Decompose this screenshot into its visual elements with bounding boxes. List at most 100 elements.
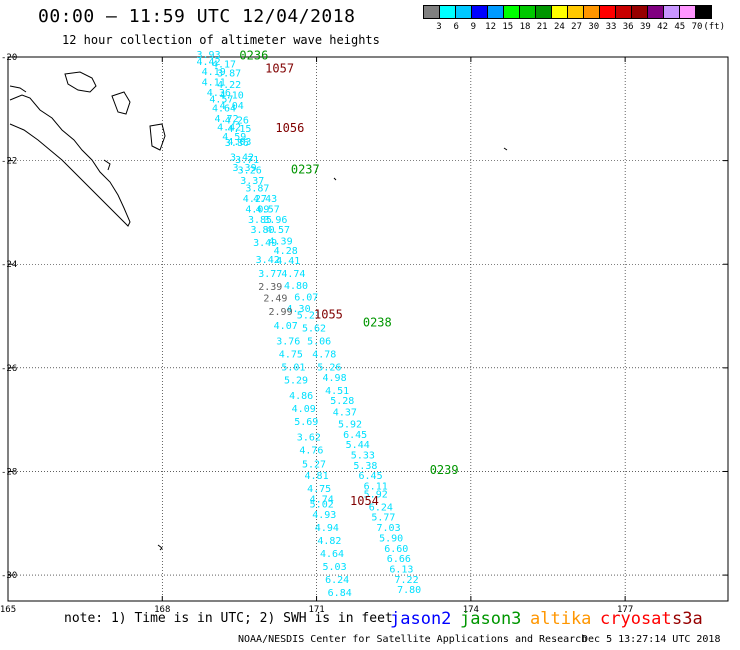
wave-height-value: 5.77 (371, 513, 395, 524)
map-subtitle: 12 hour collection of altimeter wave hei… (62, 33, 380, 47)
wave-height-value: 3.85 (248, 215, 272, 226)
satellite-legend-altika: altika (530, 609, 592, 629)
wave-height-value: 3.42 (230, 153, 254, 164)
map-title: 00:00 – 11:59 UTC 12/04/2018 (38, 6, 356, 27)
wave-height-value: 6.13 (389, 565, 413, 576)
wave-height-value: 7.80 (397, 585, 421, 596)
wave-height-value: 2.99 (269, 307, 293, 318)
satellite-legend-jason3: jason3 (460, 609, 522, 629)
color-legend-labels: 3 6 9 12 15 18 21 24 27 30 33 36 39 42 45 70 (ft) (423, 22, 740, 34)
wave-height-value: 3.87 (217, 69, 241, 80)
wave-height-value: 4.19 (202, 67, 226, 78)
wave-height-value: 4.82 (317, 536, 341, 547)
legend-tick-label: 27 (571, 22, 583, 32)
wave-height-value: 3.49 (253, 238, 277, 249)
pass-time-label: 0237 (291, 163, 320, 177)
wave-height-value: 7.22 (395, 575, 419, 586)
wave-height-value: 3.62 (297, 432, 321, 443)
pass-time-label: 0238 (363, 315, 392, 329)
footnote: note: 1) Time is in UTC; 2) SWH is in fe… (64, 611, 393, 626)
wave-height-value: 6.45 (359, 471, 383, 482)
legend-tick-label: 24 (553, 22, 565, 32)
wave-height-value: 5.38 (353, 461, 377, 472)
wave-height-value: 6.24 (369, 502, 393, 513)
wave-height-value: 4.37 (333, 408, 357, 419)
wave-height-value: 5.44 (346, 440, 370, 451)
map-axes: 165 168 171 174 177 -20 -22 -24 -26 -28 -30 (0, 53, 728, 615)
wave-height-value: 4.64 (212, 103, 236, 114)
legend-tick-label: 45 (674, 22, 686, 32)
wave-height-value: 3.87 (245, 184, 269, 195)
legend-tick-label: 18 (519, 22, 531, 32)
wave-height-value: 3.39 (233, 163, 257, 174)
wave-height-value: 6.45 (343, 430, 367, 441)
lat-tick-label: -28 (1, 467, 17, 477)
wave-height-value: 5.69 (294, 417, 318, 428)
wave-height-value: 4.81 (305, 471, 329, 482)
wave-height-value: 4.72 (215, 114, 239, 125)
generated-time: Dec 5 13:27:14 UTC 2018 (582, 634, 721, 645)
wave-height-value: 6.24 (325, 575, 349, 586)
wave-height-value: 5.33 (351, 451, 375, 462)
wave-height-value: 4.22 (217, 80, 241, 91)
lon-tick-label: 168 (154, 605, 170, 615)
lat-tick-label: -30 (1, 571, 17, 581)
wave-height-value: 5.62 (302, 324, 326, 335)
pass-time-label: 0239 (430, 463, 459, 477)
legend-tick-label: 39 (639, 22, 651, 32)
wave-height-value: 4.51 (325, 386, 349, 397)
wave-height-value: 4.30 (287, 304, 311, 315)
wave-height-value: 5.26 (317, 362, 341, 373)
wave-height-value: 4.59 (222, 132, 246, 143)
wave-height-value: 4.39 (269, 237, 293, 248)
wave-height-value: 4.80 (284, 281, 308, 292)
wave-height-value: 6.11 (364, 482, 388, 493)
pass-time-label: 0236 (239, 49, 268, 63)
wave-height-value: 4.09 (245, 204, 269, 215)
wave-height-value: 2.39 (258, 282, 282, 293)
wave-height-value: 4.10 (220, 90, 244, 101)
wave-height-value: 5.02 (310, 500, 334, 511)
lon-tick-label: 165 (0, 605, 16, 615)
legend-tick-label: 6 (453, 22, 459, 32)
wave-height-value: 4.64 (320, 549, 344, 560)
wave-height-value: 5.03 (323, 562, 347, 573)
satellite-legend-jason2: jason2 (390, 609, 452, 629)
lat-tick-label: -20 (1, 53, 17, 63)
wave-height-value: 4.57 (256, 204, 280, 215)
legend-tick-label: 15 (502, 22, 514, 32)
wave-height-value: 4.94 (315, 523, 339, 534)
pass-time-label: 1055 (314, 308, 343, 322)
wave-height-value: 4.36 (207, 88, 231, 99)
wave-height-value: 4.04 (220, 101, 244, 112)
wave-height-value: 5.28 (330, 396, 354, 407)
wave-height-value: 3.80 (251, 225, 275, 236)
wave-height-value: 4.75 (279, 349, 303, 360)
lon-tick-label: 171 (308, 605, 324, 615)
wave-height-value: 6.60 (384, 544, 408, 555)
wave-height-value: 3.76 (276, 337, 300, 348)
satellite-legend-cryosat: cryosat (600, 609, 672, 629)
wave-height-value: 4.76 (299, 445, 323, 456)
wave-height-value: 4.57 (209, 95, 233, 106)
legend-tick-label: 30 (588, 22, 600, 32)
wave-height-value: 5.01 (281, 362, 305, 373)
wave-height-value: 4.74 (310, 495, 334, 506)
lat-tick-label: -24 (1, 260, 17, 270)
wave-height-value: 5.27 (302, 459, 326, 470)
wave-height-value: 5.92 (338, 419, 362, 430)
wave-height-observations: 3.934.424.174.193.874.114.224.364.104.57… (197, 50, 422, 599)
wave-height-value: 5.21 (297, 311, 321, 322)
legend-tick-label: 9 (470, 22, 477, 32)
wave-height-value: 4.78 (312, 349, 336, 360)
credit-line: NOAA/NESDIS Center for Satellite Applica… (238, 634, 588, 645)
wave-height-value: 4.42 (217, 123, 241, 134)
wave-height-value: 4.03 (227, 137, 251, 148)
wave-height-value: 4.57 (266, 225, 290, 236)
coastline-new-caledonia (9, 71, 508, 551)
wave-height-value: 4.42 (197, 57, 221, 68)
wave-height-value: 4.17 (212, 59, 236, 70)
legend-tick-label: 12 (485, 22, 497, 32)
legend-tick-label: 70 (691, 22, 703, 32)
